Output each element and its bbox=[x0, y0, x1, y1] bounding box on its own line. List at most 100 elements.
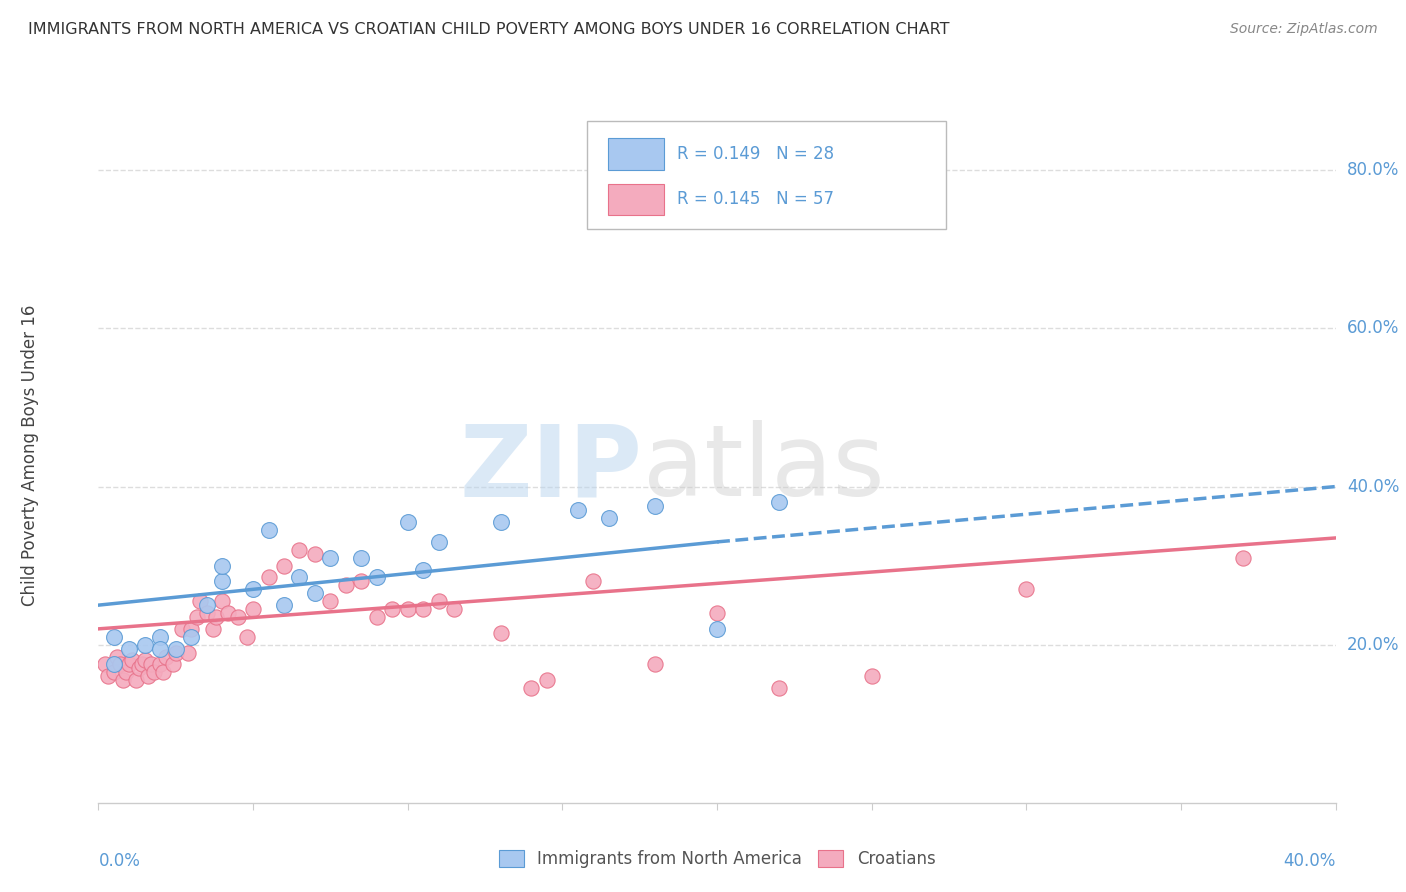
Point bbox=[149, 657, 172, 672]
Point bbox=[211, 574, 233, 589]
Point bbox=[205, 610, 228, 624]
Point bbox=[165, 641, 187, 656]
Point bbox=[319, 594, 342, 608]
Point bbox=[149, 641, 172, 656]
Point bbox=[412, 563, 434, 577]
Point bbox=[273, 598, 295, 612]
Point bbox=[124, 673, 146, 688]
Point bbox=[162, 657, 184, 672]
Point bbox=[273, 558, 295, 573]
Point bbox=[768, 495, 790, 509]
Point bbox=[304, 586, 326, 600]
Point bbox=[236, 630, 259, 644]
Text: Source: ZipAtlas.com: Source: ZipAtlas.com bbox=[1230, 22, 1378, 37]
Point bbox=[443, 602, 465, 616]
Point bbox=[768, 681, 790, 695]
Point bbox=[211, 558, 233, 573]
Point bbox=[217, 606, 239, 620]
Text: 0.0%: 0.0% bbox=[98, 852, 141, 870]
Point bbox=[427, 594, 450, 608]
Point bbox=[128, 661, 150, 675]
Point bbox=[155, 649, 177, 664]
Point bbox=[149, 630, 172, 644]
Point bbox=[165, 646, 187, 660]
Point bbox=[136, 669, 159, 683]
Point bbox=[118, 657, 141, 672]
Point bbox=[304, 547, 326, 561]
Legend: Immigrants from North America, Croatians: Immigrants from North America, Croatians bbox=[492, 843, 942, 874]
Point bbox=[257, 570, 280, 584]
Text: IMMIGRANTS FROM NORTH AMERICA VS CROATIAN CHILD POVERTY AMONG BOYS UNDER 16 CORR: IMMIGRANTS FROM NORTH AMERICA VS CROATIA… bbox=[28, 22, 949, 37]
Point bbox=[598, 511, 620, 525]
Point bbox=[335, 578, 357, 592]
Point bbox=[134, 653, 156, 667]
Point bbox=[644, 500, 666, 514]
Point bbox=[350, 550, 373, 565]
Point bbox=[226, 610, 249, 624]
Text: 60.0%: 60.0% bbox=[1347, 319, 1399, 337]
Point bbox=[412, 602, 434, 616]
Point bbox=[427, 534, 450, 549]
Point bbox=[706, 606, 728, 620]
Text: atlas: atlas bbox=[643, 420, 884, 517]
Point bbox=[131, 657, 153, 672]
Point bbox=[105, 649, 128, 664]
Point bbox=[1232, 550, 1254, 565]
Point bbox=[103, 665, 125, 680]
Point bbox=[644, 657, 666, 672]
Point bbox=[567, 503, 589, 517]
Point bbox=[180, 630, 202, 644]
Point bbox=[366, 610, 388, 624]
Point bbox=[115, 665, 138, 680]
FancyBboxPatch shape bbox=[609, 138, 664, 169]
Point bbox=[170, 622, 193, 636]
Point bbox=[381, 602, 404, 616]
Point bbox=[93, 657, 115, 672]
Text: R = 0.149   N = 28: R = 0.149 N = 28 bbox=[678, 145, 835, 162]
FancyBboxPatch shape bbox=[588, 121, 946, 229]
Point bbox=[103, 657, 125, 672]
Point bbox=[190, 594, 212, 608]
Point bbox=[706, 622, 728, 636]
Point bbox=[143, 665, 166, 680]
Point bbox=[242, 602, 264, 616]
Point bbox=[121, 653, 143, 667]
Point bbox=[396, 602, 419, 616]
Point bbox=[288, 542, 311, 557]
Point bbox=[350, 574, 373, 589]
Text: 80.0%: 80.0% bbox=[1347, 161, 1399, 179]
Point bbox=[366, 570, 388, 584]
Point bbox=[211, 594, 233, 608]
Point bbox=[195, 598, 218, 612]
Text: Child Poverty Among Boys Under 16: Child Poverty Among Boys Under 16 bbox=[21, 304, 39, 606]
Point bbox=[134, 638, 156, 652]
Point bbox=[195, 606, 218, 620]
Point bbox=[118, 641, 141, 656]
Point bbox=[97, 669, 120, 683]
Point bbox=[1015, 582, 1038, 597]
Point bbox=[396, 515, 419, 529]
Point bbox=[257, 523, 280, 537]
Text: 40.0%: 40.0% bbox=[1284, 852, 1336, 870]
Text: R = 0.145   N = 57: R = 0.145 N = 57 bbox=[678, 190, 835, 208]
Point bbox=[319, 550, 342, 565]
Point bbox=[489, 515, 512, 529]
Point bbox=[288, 570, 311, 584]
Point bbox=[108, 657, 131, 672]
Point bbox=[582, 574, 605, 589]
Point bbox=[860, 669, 883, 683]
Point bbox=[489, 625, 512, 640]
Point bbox=[112, 673, 135, 688]
Point bbox=[177, 646, 200, 660]
Point bbox=[152, 665, 174, 680]
Point bbox=[536, 673, 558, 688]
Point bbox=[520, 681, 543, 695]
Point bbox=[103, 630, 125, 644]
Point bbox=[180, 622, 202, 636]
Point bbox=[201, 622, 224, 636]
Point bbox=[242, 582, 264, 597]
Text: 20.0%: 20.0% bbox=[1347, 636, 1399, 654]
Text: ZIP: ZIP bbox=[460, 420, 643, 517]
FancyBboxPatch shape bbox=[609, 184, 664, 215]
Point bbox=[186, 610, 208, 624]
